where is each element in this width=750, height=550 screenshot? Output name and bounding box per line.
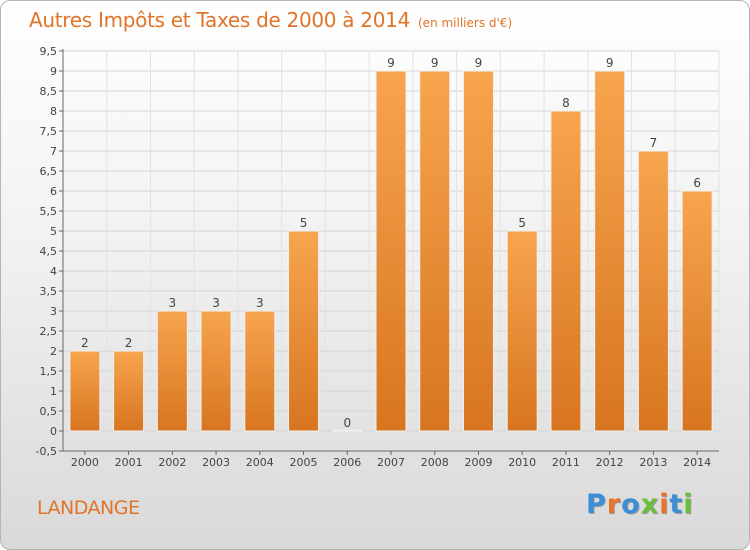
y-tick-label: 7 xyxy=(50,145,57,158)
x-tick-label: 2011 xyxy=(552,456,580,469)
logo-letter: t xyxy=(669,489,684,520)
data-label: 5 xyxy=(300,216,308,230)
y-tick-label: 3 xyxy=(50,305,57,318)
logo-letter: x xyxy=(640,489,660,520)
data-label: 3 xyxy=(169,296,177,310)
data-label: 3 xyxy=(256,296,264,310)
y-tick-label: 2 xyxy=(50,345,57,358)
y-tick-label: 1,5 xyxy=(40,365,58,378)
y-tick-label: 8 xyxy=(50,105,57,118)
y-tick-label: 5 xyxy=(50,225,57,238)
x-tick-label: 2000 xyxy=(71,456,99,469)
bar xyxy=(506,230,538,432)
chart-title: Autres Impôts et Taxes de 2000 à 2014 xyxy=(29,8,410,32)
chart-title-row: Autres Impôts et Taxes de 2000 à 2014 (en… xyxy=(29,8,512,32)
bar xyxy=(594,70,626,432)
x-tick-label: 2008 xyxy=(421,456,449,469)
y-tick-label: 9 xyxy=(50,65,57,78)
data-label: 0 xyxy=(343,416,351,430)
y-tick-label: 2,5 xyxy=(40,325,58,338)
logo-letter: i xyxy=(659,489,670,520)
y-tick-label: 6,5 xyxy=(40,165,58,178)
x-tick-label: 2012 xyxy=(596,456,624,469)
y-tick-label: -0,5 xyxy=(36,445,57,458)
y-tick-label: 1 xyxy=(50,385,57,398)
bars xyxy=(69,70,713,432)
bar xyxy=(462,70,494,432)
y-tick-label: 4,5 xyxy=(40,245,58,258)
data-label: 2 xyxy=(125,336,133,350)
y-tick-label: 0,5 xyxy=(40,405,58,418)
data-label: 2 xyxy=(81,336,89,350)
x-tick-label: 2006 xyxy=(333,456,361,469)
data-label: 5 xyxy=(518,216,526,230)
data-label: 8 xyxy=(562,96,570,110)
bar xyxy=(637,150,669,432)
chart-subtitle: (en milliers d'€) xyxy=(418,16,513,30)
bar xyxy=(375,70,407,432)
y-tick-label: 7,5 xyxy=(40,125,58,138)
bar xyxy=(244,310,276,432)
x-tick-label: 2002 xyxy=(158,456,186,469)
x-tick-label: 2005 xyxy=(290,456,318,469)
x-tick-label: 2014 xyxy=(683,456,711,469)
data-label: 6 xyxy=(693,176,701,190)
x-tick-label: 2010 xyxy=(508,456,536,469)
y-tick-label: 9,5 xyxy=(40,45,58,58)
logo-letter: r xyxy=(606,489,622,520)
y-tick-label: 3,5 xyxy=(40,285,58,298)
data-label: 9 xyxy=(387,56,395,70)
bar xyxy=(419,70,451,432)
x-tick-label: 2013 xyxy=(639,456,667,469)
bar xyxy=(69,350,101,432)
bar xyxy=(331,429,363,432)
bar xyxy=(550,110,582,432)
bar xyxy=(113,350,145,432)
x-tick-label: 2003 xyxy=(202,456,230,469)
x-tick-label: 2001 xyxy=(115,456,143,469)
y-tick-label: 0 xyxy=(50,425,57,438)
data-label: 3 xyxy=(212,296,220,310)
y-tick-label: 6 xyxy=(50,185,57,198)
data-label: 7 xyxy=(650,136,658,150)
place-name: LANDANGE xyxy=(37,497,140,519)
proxiti-logo: Proxiti xyxy=(586,489,694,520)
bar xyxy=(288,230,320,432)
y-tick-label: 8,5 xyxy=(40,85,58,98)
labels: -0,5 0 0,5 1 1,5 2 2,5 3 3,5 4 4,5 5 5,5 6 6,5 7 7,5 8 8,5… xyxy=(36,45,712,469)
bar xyxy=(156,310,188,432)
y-tick-label: 4 xyxy=(50,265,57,278)
x-tick-label: 2009 xyxy=(464,456,492,469)
logo-letter: i xyxy=(683,489,694,520)
data-label: 9 xyxy=(606,56,614,70)
axes xyxy=(59,49,719,455)
data-label: 9 xyxy=(431,56,439,70)
y-tick-label: 5,5 xyxy=(40,205,58,218)
bar xyxy=(681,190,713,432)
logo-letter: o xyxy=(621,489,641,520)
logo-letter: P xyxy=(586,489,607,520)
x-tick-label: 2007 xyxy=(377,456,405,469)
bar xyxy=(200,310,232,432)
data-label: 9 xyxy=(475,56,483,70)
x-tick-label: 2004 xyxy=(246,456,274,469)
